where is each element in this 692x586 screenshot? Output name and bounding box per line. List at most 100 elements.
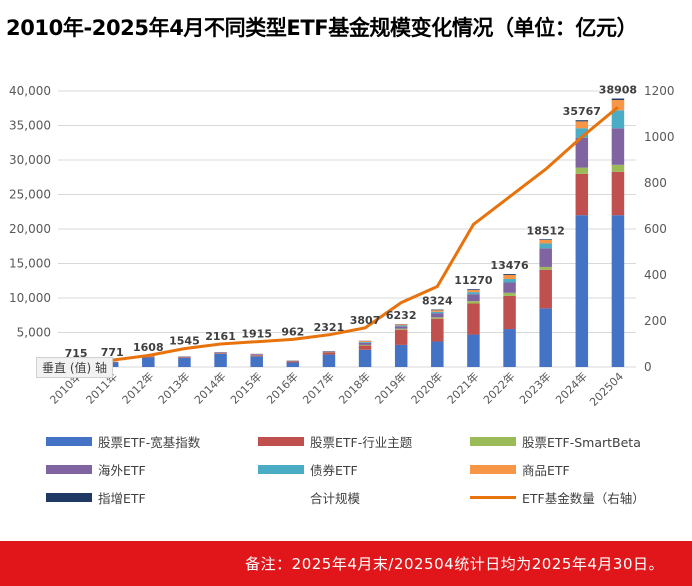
x-tick-label: 2014年	[191, 369, 228, 406]
legend-label: 股票ETF-SmartBeta	[522, 435, 641, 450]
x-tick-label: 2023年	[516, 369, 553, 406]
bar-smartbeta	[611, 164, 625, 172]
legend-item: 指增ETF	[46, 488, 146, 507]
legend-item: 股票ETF-SmartBeta	[470, 432, 641, 451]
bar-overseas	[575, 137, 589, 168]
legend-swatch	[470, 465, 516, 474]
bar-industry	[250, 355, 263, 357]
bar-smartbeta	[575, 167, 589, 174]
bar-overseas	[539, 248, 552, 267]
legend-label: 指增ETF	[98, 491, 146, 506]
total-label: 1608	[133, 341, 164, 354]
bar-broad	[178, 358, 191, 367]
total-label: 38908	[599, 84, 637, 97]
x-tick-label: 202504	[587, 370, 626, 409]
bar-bond	[539, 243, 552, 249]
right-tick-label: 1200	[644, 84, 675, 98]
left-tick-label: 40,000	[9, 84, 51, 98]
left-tick-label: 30,000	[9, 153, 51, 167]
count-line	[75, 105, 619, 364]
bar-bond	[467, 292, 480, 295]
bar-smartbeta	[467, 301, 480, 304]
left-tick-label: 25,000	[9, 188, 51, 202]
bar-enhanced	[503, 274, 516, 275]
bar-smartbeta	[358, 344, 372, 346]
bar-industry	[467, 303, 480, 335]
bar-commodity	[503, 274, 516, 280]
right-tick-label: 200	[644, 314, 667, 328]
bar-overseas	[431, 313, 444, 318]
x-tick-label: 2020年	[408, 369, 445, 406]
right-tick-label: 400	[644, 268, 667, 282]
bar-broad	[358, 349, 372, 367]
legend-item: 股票ETF-宽基指数	[46, 432, 200, 451]
bar-smartbeta	[539, 266, 552, 270]
x-tick-label: 2022年	[480, 369, 517, 406]
bar-industry	[611, 171, 625, 216]
total-labels: 715 771 1608 1545 2161 1915 962 2321 3807 6232 832…	[65, 84, 638, 361]
bar-broad	[539, 308, 552, 367]
legend-item: ETF基金数量（右轴）	[470, 488, 645, 507]
bar-commodity	[394, 324, 408, 326]
bar-bond	[431, 311, 444, 314]
left-tick-label: 35,000	[9, 119, 51, 133]
bar-bond	[394, 325, 408, 327]
legend-swatch	[258, 465, 304, 474]
bar-commodity	[575, 121, 589, 129]
legend-item: 债券ETF	[258, 460, 358, 479]
footer-note: 备注：2025年4月末/202504统计日均为2025年4月30日。	[245, 555, 664, 573]
x-tick-label: 2015年	[227, 369, 264, 406]
bar-enhanced	[431, 309, 444, 311]
left-tick-label: 5,000	[17, 326, 51, 340]
bar-overseas	[503, 282, 516, 293]
legend-item: 合计规模	[258, 488, 360, 507]
left-tick-label: 20,000	[9, 222, 51, 236]
total-label: 3807	[350, 314, 381, 327]
bar-bond	[611, 110, 625, 129]
bar-commodity	[431, 310, 444, 312]
x-tick-label: 2017年	[300, 369, 337, 406]
chart-title: 2010年-2025年4月不同类型ETF基金规模变化情况（单位：亿元）	[6, 16, 638, 40]
bar-industry	[178, 357, 191, 359]
legend-label: 合计规模	[310, 491, 361, 506]
x-tick-label: 2013年	[155, 369, 192, 406]
legend-swatch	[46, 437, 92, 446]
left-axis-ticks: 5,000 10,000 15,000 20,000 25,000 30,000 35,00…	[9, 84, 51, 340]
legend-item: 股票ETF-行业主题	[258, 432, 412, 451]
x-tick-label: 2021年	[444, 369, 481, 406]
bar-enhanced	[575, 120, 589, 122]
legend-swatch	[258, 493, 304, 502]
bar-broad	[431, 341, 444, 367]
bar-broad	[250, 356, 263, 367]
bar-commodity	[539, 239, 552, 244]
bar-commodity	[467, 290, 480, 293]
legend-swatch	[46, 493, 92, 502]
bar-broad	[214, 353, 227, 367]
total-label: 6232	[386, 309, 417, 322]
legend-swatch	[470, 437, 516, 446]
legend-item: 商品ETF	[470, 460, 570, 479]
bar-overseas	[214, 352, 227, 354]
bar-bond	[503, 279, 516, 283]
legend-label: 股票ETF-行业主题	[310, 435, 413, 450]
bar-broad	[286, 362, 300, 367]
legend-label: 商品ETF	[522, 463, 570, 478]
right-tick-label: 1000	[644, 130, 675, 144]
x-tick-label: 2012年	[119, 369, 156, 406]
bar-overseas	[250, 354, 263, 356]
bar-industry	[214, 353, 227, 354]
right-tick-label: 600	[644, 222, 667, 236]
bar-enhanced	[467, 289, 480, 291]
bar-industry	[503, 295, 516, 330]
count-line-layer	[75, 105, 619, 364]
total-label: 35767	[563, 105, 601, 118]
bar-industry	[431, 318, 444, 342]
legend-swatch	[258, 437, 304, 446]
bar-industry	[322, 352, 336, 355]
bar-smartbeta	[431, 317, 444, 319]
left-tick-label: 15,000	[9, 257, 51, 271]
left-tick-label: 10,000	[9, 291, 51, 305]
footer-bar: 备注：2025年4月末/202504统计日均为2025年4月30日。	[0, 541, 692, 586]
total-label: 18512	[527, 224, 565, 237]
right-tick-label: 800	[644, 176, 667, 190]
